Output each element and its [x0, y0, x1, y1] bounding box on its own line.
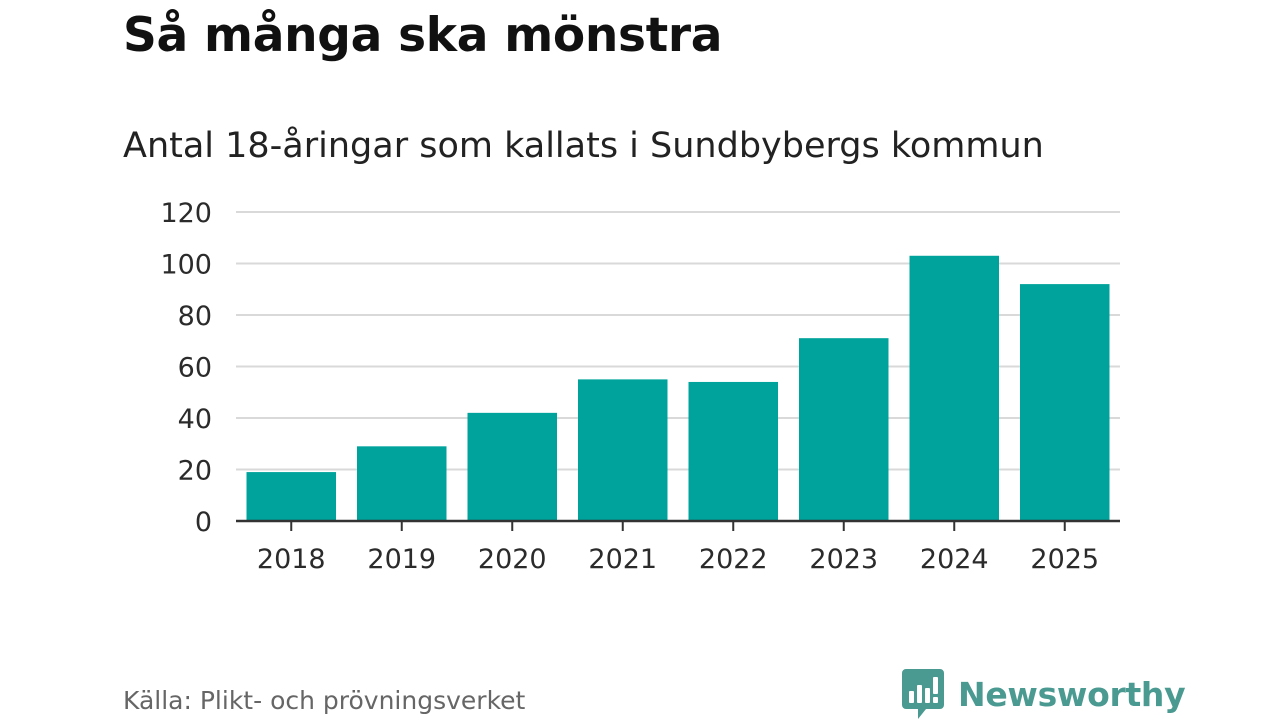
x-tick-label: 2020 [478, 544, 547, 575]
y-tick-label: 40 [178, 404, 212, 435]
axes [236, 519, 1120, 531]
brand-logo: Newsworthy [902, 668, 1186, 720]
x-tick-label: 2023 [809, 544, 878, 575]
newsworthy-logo-icon [902, 669, 944, 719]
y-tick-label: 0 [195, 507, 212, 538]
brand-name: Newsworthy [958, 674, 1186, 714]
x-tick-label: 2021 [588, 544, 657, 575]
y-tick-label: 100 [160, 250, 212, 281]
x-tick-label: 2022 [699, 544, 768, 575]
bar-2021 [577, 379, 668, 521]
bar-2024 [909, 255, 1000, 521]
tick-labels: 0 20 40 60 80 100 120 2018 2019 2020 2021 2022 2023 2… [160, 198, 1099, 575]
bar-2025 [1019, 284, 1110, 521]
bar-2020 [467, 412, 558, 521]
x-tick-label: 2025 [1030, 544, 1099, 575]
x-tick-label: 2024 [920, 544, 989, 575]
y-tick-label: 20 [178, 456, 212, 487]
chart-subtitle: Antal 18-åringar som kallats i Sundbyber… [123, 126, 1044, 166]
y-tick-label: 80 [178, 301, 212, 332]
chart-title: Så många ska mönstra [123, 8, 723, 63]
bar-2019 [356, 446, 447, 521]
bars [246, 255, 1110, 521]
y-tick-label: 60 [178, 353, 212, 384]
bar-2023 [798, 338, 889, 521]
x-tick-label: 2019 [367, 544, 436, 575]
bar-2022 [688, 381, 779, 521]
x-tick-label: 2018 [257, 544, 326, 575]
bar-2018 [246, 472, 337, 521]
y-tick-label: 120 [160, 198, 212, 229]
source-note: Källa: Plikt- och prövningsverket [123, 686, 526, 715]
